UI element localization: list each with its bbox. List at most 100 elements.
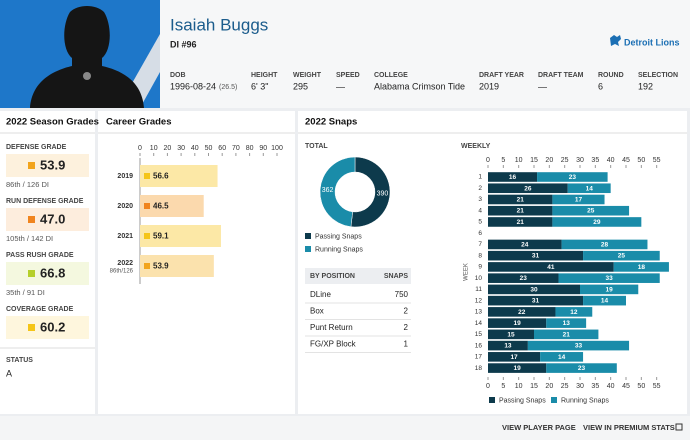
x-tick-label: 45	[622, 157, 630, 164]
segment-label: 13	[563, 320, 571, 327]
segment-label: 23	[520, 275, 528, 282]
segment-label: 25	[618, 253, 626, 260]
premium-stats-link[interactable]: VIEW IN PREMIUM STATS	[583, 423, 675, 432]
grade-marker	[28, 324, 35, 331]
y-tick-label: 11	[475, 286, 482, 293]
x-tick-label: 55	[653, 157, 661, 164]
segment-label: 41	[547, 264, 555, 271]
segment-label: 19	[514, 365, 522, 372]
bar	[140, 195, 204, 217]
bar-segment	[552, 194, 605, 205]
category-note: 86th/126	[110, 269, 134, 275]
player-position: DI #96	[170, 39, 197, 49]
bar-segment	[488, 172, 538, 182]
grade-label: COVERAGE GRADE	[6, 306, 74, 313]
field-value: 6	[598, 81, 603, 91]
grade-value: 66.8	[40, 265, 65, 280]
player-name: Isaiah Buggs	[170, 15, 268, 34]
grade-value: 47.0	[40, 211, 65, 226]
footer-bg	[0, 416, 690, 440]
table-cell: Punt Return	[310, 323, 353, 332]
field-value: —	[538, 81, 547, 91]
y-tick-label: 1	[478, 174, 482, 181]
field-label: DRAFT TEAM	[538, 72, 584, 79]
bar-segment	[537, 172, 608, 182]
bar	[140, 165, 218, 187]
bar-segment	[488, 284, 580, 295]
grade-value: 53.9	[40, 157, 65, 172]
x-tick-label: 25	[561, 383, 569, 390]
legend-label: Running Snaps	[561, 397, 609, 404]
bar-segment	[488, 205, 553, 216]
photo-logo	[83, 72, 91, 80]
segment-label: 14	[558, 354, 566, 361]
segment-label: 31	[532, 253, 540, 260]
legend-swatch	[489, 397, 495, 403]
x-tick-label: 10	[515, 383, 523, 390]
bar-segment	[488, 250, 584, 261]
x-tick-label: 5	[501, 383, 505, 390]
segment-label: 28	[601, 241, 609, 248]
field-value: 6' 3"	[251, 81, 268, 91]
bar-segment	[567, 183, 611, 194]
y-tick-label: 13	[475, 309, 483, 316]
grade-value: 60.2	[40, 319, 65, 334]
bar-segment	[546, 318, 587, 328]
value-label: 56.6	[153, 172, 169, 181]
legend-label: Passing Snaps	[315, 233, 362, 240]
bar-segment	[527, 340, 630, 351]
segment-label: 21	[517, 219, 525, 226]
segment-label: 30	[530, 286, 538, 293]
legend-swatch	[551, 397, 557, 403]
y-tick-label: 8	[478, 252, 482, 259]
y-tick-label: 17	[475, 354, 483, 361]
status-value: A	[6, 368, 12, 378]
y-tick-label: 16	[475, 342, 483, 349]
bar-segment	[534, 329, 599, 340]
x-tick-label: 40	[191, 145, 199, 152]
x-tick-label: 70	[232, 145, 240, 152]
x-tick-label: 80	[246, 145, 254, 152]
bar-segment	[583, 295, 626, 306]
segment-label: 23	[578, 365, 586, 372]
bar-segment	[488, 183, 568, 194]
segment-label: 26	[524, 185, 532, 192]
field-label: SELECTION	[638, 72, 678, 79]
y-tick-label: 15	[475, 331, 483, 338]
table-header-bg	[305, 268, 411, 284]
grades-title: 2022 Season Grades	[6, 117, 99, 128]
external-icon[interactable]	[675, 423, 683, 431]
segment-label: 24	[521, 241, 529, 248]
bar-segment	[488, 352, 541, 362]
bar-segment	[552, 205, 630, 216]
x-tick-label: 15	[530, 383, 538, 390]
y-tick-label: 2	[478, 185, 482, 192]
y-tick-label: 7	[478, 241, 482, 248]
y-tick-label: 5	[478, 219, 482, 226]
y-tick-label: 2020	[117, 203, 133, 210]
x-tick-label: 30	[576, 157, 584, 164]
field-value: 1996-08-24	[170, 81, 216, 91]
bar-segment	[488, 273, 559, 283]
player-page-link[interactable]: VIEW PLAYER PAGE	[502, 423, 576, 432]
x-tick-label: 100	[271, 145, 283, 152]
segment-label: 22	[518, 309, 526, 316]
field-label: SPEED	[336, 72, 360, 79]
snaps-title: 2022 Snaps	[305, 117, 357, 128]
segment-label: 29	[593, 219, 601, 226]
bar-segment	[488, 340, 528, 351]
pie-slice	[350, 156, 391, 228]
field-value: 2019	[479, 81, 499, 91]
x-tick-label: 40	[607, 383, 615, 390]
grade-box	[6, 262, 89, 285]
legend-swatch	[305, 233, 311, 239]
table-cell: Box	[310, 307, 324, 316]
y-tick-label: 10	[475, 275, 483, 282]
grade-box	[6, 316, 89, 339]
x-tick-label: 25	[561, 157, 569, 164]
table-cell: DLine	[310, 290, 331, 299]
x-tick-label: 15	[530, 157, 538, 164]
y-tick-label: 2021	[117, 233, 133, 240]
grade-rank: 105th / 142 DI	[6, 234, 53, 243]
pie-title: TOTAL	[305, 143, 328, 150]
